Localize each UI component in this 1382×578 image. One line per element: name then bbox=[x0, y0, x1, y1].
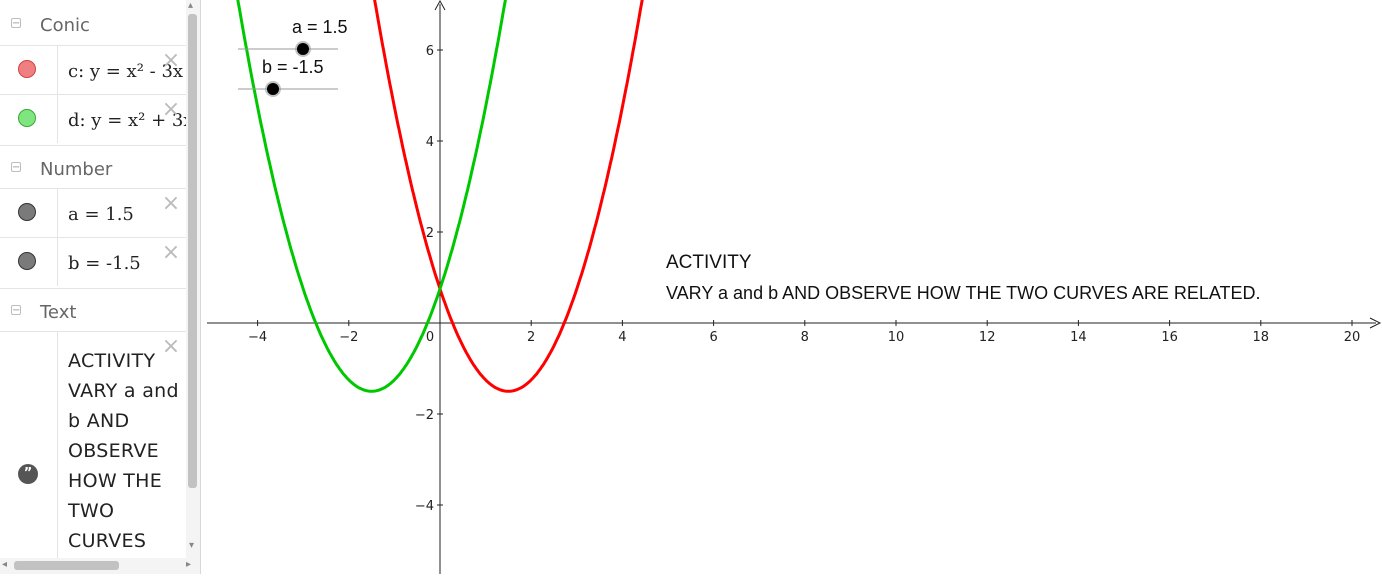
x-tick-label: 16 bbox=[1161, 330, 1178, 345]
algebra-item-d[interactable]: d: y = x² + 3x + 0.75 × bbox=[0, 94, 186, 143]
group-title: Conic bbox=[40, 15, 90, 36]
group-header-number[interactable]: − Number bbox=[0, 145, 186, 190]
delete-icon[interactable]: × bbox=[161, 240, 181, 265]
activity-instruction: VARY a and b AND OBSERVE HOW THE TWO CUR… bbox=[666, 283, 1261, 303]
collapse-icon[interactable]: − bbox=[11, 162, 21, 173]
quote-icon[interactable]: ” bbox=[18, 464, 38, 484]
y-tick-label: −4 bbox=[415, 499, 434, 514]
algebra-item-label[interactable]: d: y = x² + 3x + 0.75 bbox=[68, 110, 186, 131]
delete-icon[interactable]: × bbox=[161, 334, 181, 359]
algebra-item-label[interactable]: b = -1.5 bbox=[68, 253, 141, 274]
slider-b-handle[interactable] bbox=[267, 83, 279, 95]
algebra-view: − Conic c: y = x² - 3x + 0.75 × d: y = x… bbox=[0, 0, 201, 574]
algebra-item-label[interactable]: a = 1.5 bbox=[68, 204, 134, 225]
visibility-toggle-d[interactable] bbox=[18, 109, 36, 127]
scroll-right-arrow[interactable]: ▸ bbox=[186, 559, 192, 570]
graphics-view[interactable]: −4 −2 0 2 4 6 8 10 12 14 16 18 20 −4 −2 2 4 6 a = 1.5 b =… bbox=[201, 0, 1382, 574]
algebra-item-b[interactable]: b = -1.5 × bbox=[0, 237, 186, 286]
group-title: Number bbox=[40, 159, 113, 180]
y-tick-label: −2 bbox=[415, 408, 434, 423]
group-header-text[interactable]: − Text bbox=[0, 288, 186, 333]
x-tick-label: 2 bbox=[527, 330, 535, 345]
x-tick-label: 0 bbox=[426, 330, 434, 345]
vertical-scrollbar[interactable]: ▴ ▾ bbox=[186, 0, 200, 560]
x-tick-label: 20 bbox=[1344, 330, 1361, 345]
delete-icon[interactable]: × bbox=[161, 97, 181, 122]
visibility-toggle-a[interactable] bbox=[18, 203, 36, 221]
x-tick-label: 8 bbox=[801, 330, 809, 345]
y-tick-label: 6 bbox=[426, 44, 434, 59]
x-tick-label: 18 bbox=[1253, 330, 1270, 345]
collapse-icon[interactable]: − bbox=[11, 305, 21, 316]
coordinate-plane[interactable]: −4 −2 0 2 4 6 8 10 12 14 16 18 20 −4 −2 2 4 6 bbox=[201, 0, 1382, 574]
group-title: Text bbox=[40, 302, 77, 323]
scroll-up-arrow[interactable]: ▴ bbox=[188, 0, 194, 11]
delete-icon[interactable]: × bbox=[161, 48, 181, 73]
x-tick-label: 4 bbox=[618, 330, 626, 345]
scroll-left-arrow[interactable]: ◂ bbox=[2, 559, 8, 570]
scroll-down-arrow[interactable]: ▾ bbox=[189, 540, 195, 551]
y-tick-label: 2 bbox=[426, 226, 434, 241]
scroll-thumb[interactable] bbox=[188, 14, 197, 488]
x-axis-arrow bbox=[1369, 317, 1382, 329]
x-tick-label: 10 bbox=[888, 330, 905, 345]
algebra-item-a[interactable]: a = 1.5 × bbox=[0, 188, 186, 237]
algebra-item-c[interactable]: c: y = x² - 3x + 0.75 × bbox=[0, 45, 186, 94]
y-axis-arrow bbox=[434, 0, 446, 11]
scroll-thumb[interactable] bbox=[14, 561, 119, 570]
slider-b-label: b = -1.5 bbox=[262, 57, 324, 77]
visibility-toggle-b[interactable] bbox=[18, 252, 36, 270]
algebra-item-text[interactable]: ” ACTIVITY VARY a and b AND OBSERVE HOW … bbox=[0, 331, 186, 562]
collapse-icon[interactable]: − bbox=[11, 18, 21, 29]
x-tick-label: 6 bbox=[709, 330, 717, 345]
x-tick-label: −4 bbox=[248, 330, 267, 345]
group-header-conic[interactable]: − Conic bbox=[0, 2, 186, 46]
text-object-label[interactable]: ACTIVITY VARY a and b AND OBSERVE HOW TH… bbox=[68, 350, 179, 552]
visibility-toggle-c[interactable] bbox=[18, 60, 36, 78]
slider-a-label: a = 1.5 bbox=[292, 17, 348, 37]
curve-c bbox=[373, 0, 644, 393]
delete-icon[interactable]: × bbox=[161, 191, 181, 216]
x-tick-label: 14 bbox=[1070, 330, 1087, 345]
algebra-item-label[interactable]: c: y = x² - 3x + 0.75 bbox=[68, 61, 186, 82]
curve-d bbox=[236, 0, 507, 393]
y-tick-label: 4 bbox=[426, 135, 434, 150]
slider-a-handle[interactable] bbox=[297, 43, 309, 55]
x-tick-label: −2 bbox=[339, 330, 358, 345]
activity-title: ACTIVITY bbox=[666, 252, 752, 273]
x-tick-label: 12 bbox=[979, 330, 996, 345]
horizontal-scrollbar[interactable]: ◂ ▸ bbox=[0, 558, 200, 574]
